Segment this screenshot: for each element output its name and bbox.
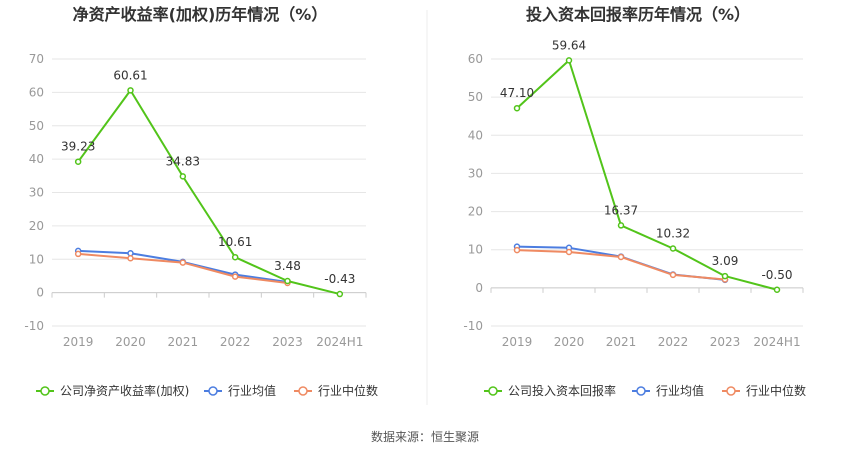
legend-item-company[interactable]: 公司净资产收益率(加权) [36, 383, 189, 398]
x-tick-label: 2022 [658, 335, 689, 349]
data-point-company [565, 57, 573, 64]
chart-roe: 净资产收益率(加权)历年情况（%） -10 0 10 20 30 40 50 60 70 2019 2… [24, 5, 378, 398]
legend-item-company[interactable]: 公司投入资本回报率 [484, 383, 616, 398]
x-tick-label: 2021 [606, 335, 637, 349]
legend-label: 公司投入资本回报率 [508, 383, 616, 398]
legend-label: 公司净资产收益率(加权) [60, 383, 189, 398]
x-tick-label: 2020 [115, 335, 146, 349]
data-label: 16.37 [604, 203, 638, 217]
y-tick-label: 40 [468, 128, 483, 142]
chart-title: 净资产收益率(加权)历年情况（%） [73, 5, 328, 24]
data-point-median [179, 259, 187, 266]
data-label: 10.61 [218, 235, 252, 249]
x-tick-label: 2022 [220, 335, 251, 349]
data-point-company [284, 277, 291, 285]
data-point-median [513, 246, 521, 254]
x-tick-label: 2024H1 [753, 335, 800, 349]
legend-item-average[interactable]: 行业均值 [204, 383, 276, 398]
y-tick-label: 10 [468, 243, 483, 257]
x-tick-label: 2019 [63, 335, 94, 349]
y-tick-label: 40 [29, 152, 44, 166]
data-label: -0.50 [761, 268, 792, 282]
y-tick-label: 50 [468, 90, 483, 104]
legend-item-average[interactable]: 行业均值 [632, 383, 704, 398]
data-point-average [127, 249, 134, 257]
data-label: 34.83 [166, 154, 200, 168]
data-point-company [74, 158, 82, 165]
y-tick-label: -10 [24, 319, 44, 333]
y-tick-label: 30 [468, 166, 483, 180]
legend-marker [636, 386, 646, 396]
data-label: -0.43 [324, 272, 355, 286]
y-tick-label: 20 [29, 219, 44, 233]
data-point-company [721, 272, 729, 280]
data-point-company [773, 286, 781, 294]
data-point-median [127, 254, 134, 262]
data-point-company [617, 222, 625, 229]
x-tick-label: 2020 [554, 335, 585, 349]
legend-label: 行业均值 [656, 383, 704, 398]
legend-item-median[interactable]: 行业中位数 [722, 383, 806, 398]
x-tick-label: 2019 [502, 335, 533, 349]
legend-marker [488, 386, 498, 396]
x-tick-label: 2023 [272, 335, 303, 349]
data-point-median [565, 248, 573, 256]
data-point-company [179, 173, 187, 180]
x-tick-label: 2024H1 [316, 335, 363, 349]
data-point-median [231, 273, 239, 280]
data-point-company [231, 253, 239, 261]
y-tick-label: 20 [468, 205, 483, 219]
series-line-company [516, 59, 778, 291]
y-tick-label: 60 [468, 52, 483, 66]
data-label: 3.09 [712, 254, 739, 268]
data-label: 10.32 [656, 226, 690, 240]
legend-marker [40, 386, 50, 396]
source-note: 数据来源：恒生聚源 [371, 429, 479, 444]
legend-label: 行业中位数 [318, 383, 378, 398]
data-point-median [74, 250, 82, 258]
y-tick-label: -10 [463, 319, 483, 333]
data-point-median [669, 271, 677, 279]
data-point-median [617, 253, 625, 261]
y-tick-label: 50 [29, 119, 44, 133]
legend-label: 行业中位数 [746, 383, 806, 398]
legend-marker [298, 386, 308, 396]
data-point-company [336, 290, 344, 298]
data-label: 60.61 [113, 68, 147, 82]
y-tick-label: 60 [29, 85, 44, 99]
x-tick-label: 2021 [168, 335, 199, 349]
data-label: 47.10 [500, 86, 534, 100]
y-tick-label: 0 [36, 286, 44, 300]
series-line-median [78, 252, 288, 284]
y-tick-label: 70 [29, 52, 44, 66]
legend-marker [726, 386, 736, 396]
data-label: 39.23 [61, 140, 95, 154]
y-tick-label: 30 [29, 186, 44, 200]
series-line-company [77, 89, 341, 296]
y-tick-label: 0 [475, 281, 483, 295]
data-label: 59.64 [552, 38, 586, 52]
data-label: 3.48 [274, 259, 301, 273]
y-tick-label: 10 [29, 252, 44, 266]
x-tick-label: 2023 [710, 335, 741, 349]
chart-title: 投入资本回报率历年情况（%） [526, 5, 750, 24]
chart-roic: 投入资本回报率历年情况（%） -10 0 10 20 30 40 50 60 2019 2020 20… [463, 5, 806, 398]
legend-marker [208, 386, 218, 396]
data-point-company [669, 245, 677, 252]
legend-item-median[interactable]: 行业中位数 [294, 383, 378, 398]
data-point-company [513, 104, 521, 112]
data-point-company [127, 87, 134, 94]
legend-label: 行业均值 [228, 383, 276, 398]
